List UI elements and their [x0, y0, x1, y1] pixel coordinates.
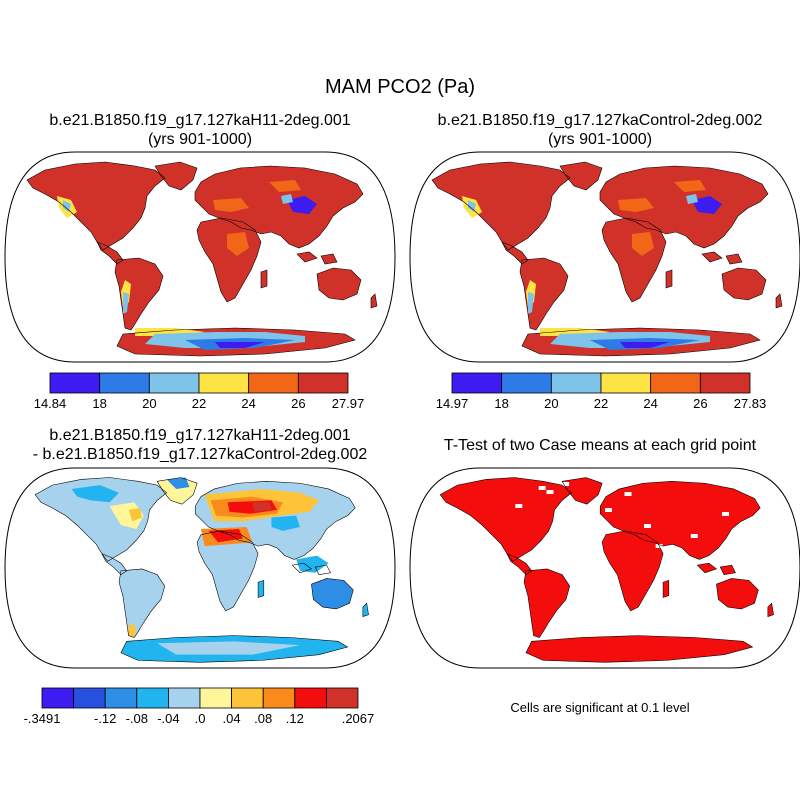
colorbar-tick-label: 14.97 — [436, 396, 469, 411]
colorbar-tick-label: .12 — [286, 711, 304, 726]
map-panel-1 — [4, 151, 396, 363]
colorbar-swatch — [167, 687, 201, 709]
panel-1-title: b.e21.B1850.f19_g17.127kaH11-2deg.001 — [49, 112, 351, 129]
colorbar-swatch — [49, 372, 101, 394]
colorbar-swatch — [73, 687, 106, 709]
panel-3-title: b.e21.B1850.f19_g17.127kaH11-2deg.001 — [49, 427, 351, 444]
panel-4-title: T-Test of two Case means at each grid po… — [443, 437, 757, 454]
colorbar-tick-label: .0 — [195, 711, 206, 726]
colorbar-swatch — [600, 372, 652, 394]
colorbar-tick-label: .04 — [223, 711, 241, 726]
nonsignificant-cell — [562, 482, 570, 486]
colorbar-tick-label: .08 — [254, 711, 272, 726]
colorbar-tick-label: 20 — [544, 396, 558, 411]
colorbar-swatch — [501, 372, 552, 394]
panel-4-note: Cells are significant at 0.1 level — [510, 700, 690, 715]
colorbar-tick-label: 26 — [291, 396, 305, 411]
colorbar-swatch — [650, 372, 701, 394]
colorbar-tick-label: -.3491 — [24, 711, 61, 726]
colorbar-swatch — [104, 687, 138, 709]
colorbar-tick-label: -.04 — [157, 711, 179, 726]
panel-3-subtitle: - b.e21.B1850.f19_g17.127kaControl-2deg.… — [32, 446, 368, 463]
map-panel-4 — [409, 467, 800, 669]
colorbar-tick-label: .2067 — [342, 711, 375, 726]
colorbar-1: 14.84 18 20 22 24 26 27.97 — [34, 372, 365, 411]
nonsignificant-cell — [644, 524, 651, 528]
map-border — [4, 467, 396, 669]
colorbar-swatch — [451, 372, 503, 394]
colorbar-tick-label: 26 — [693, 396, 707, 411]
colorbar-swatch — [198, 372, 250, 394]
colorbar-swatch — [699, 372, 751, 394]
colorbar-tick-label: 24 — [241, 396, 255, 411]
colorbar-3: -.3491 -.12 -.08 -.04 .0 .04 .08 .12 .2067 — [24, 687, 375, 726]
map-border — [4, 151, 396, 363]
figure-title: MAM PCO2 (Pa) — [324, 76, 476, 98]
colorbar-tick-label: 20 — [142, 396, 156, 411]
colorbar-tick-label: -.12 — [94, 711, 116, 726]
nonsignificant-cell — [624, 492, 632, 496]
colorbar-tick-label: 14.84 — [34, 396, 67, 411]
nonsignificant-cell — [722, 512, 729, 516]
colorbar-swatch — [294, 687, 327, 709]
panel-2-title: b.e21.B1850.f19_g17.127kaControl-2deg.00… — [437, 112, 763, 129]
colorbar-swatch — [199, 687, 233, 709]
colorbar-tick-label: 18 — [92, 396, 106, 411]
nonsignificant-cell — [690, 534, 698, 538]
panel-2-subtitle: (yrs 901-1000) — [547, 131, 653, 148]
nonsignificant-cell — [605, 508, 612, 512]
nonsignificant-cell — [546, 490, 554, 494]
colorbar-swatch — [325, 687, 359, 709]
colorbar-tick-label: -.08 — [126, 711, 148, 726]
colorbar-tick-label: 22 — [594, 396, 608, 411]
colorbar-swatch — [231, 687, 264, 709]
colorbar-tick-label: 27.97 — [332, 396, 365, 411]
colorbar-swatch — [148, 372, 200, 394]
colorbar-tick-label: 22 — [192, 396, 206, 411]
panel-1-subtitle: (yrs 901-1000) — [147, 131, 253, 148]
colorbar-tick-label: 24 — [643, 396, 657, 411]
map-panel-2 — [409, 151, 800, 363]
colorbar-swatch — [99, 372, 150, 394]
colorbar-swatch — [248, 372, 299, 394]
colorbar-swatch — [262, 687, 296, 709]
nonsignificant-cell — [515, 504, 523, 508]
nonsignificant-cell — [538, 486, 546, 490]
map-border — [409, 151, 800, 363]
colorbar-swatch — [297, 372, 349, 394]
map-panel-3 — [4, 467, 396, 669]
map-border — [409, 467, 800, 669]
colorbar-swatch — [136, 687, 169, 709]
colorbar-2: 14.97 18 20 22 24 26 27.83 — [436, 372, 767, 411]
colorbar-tick-label: 18 — [494, 396, 508, 411]
colorbar-swatch — [41, 687, 75, 709]
colorbar-swatch — [550, 372, 602, 394]
colorbar-tick-label: 27.83 — [734, 396, 767, 411]
